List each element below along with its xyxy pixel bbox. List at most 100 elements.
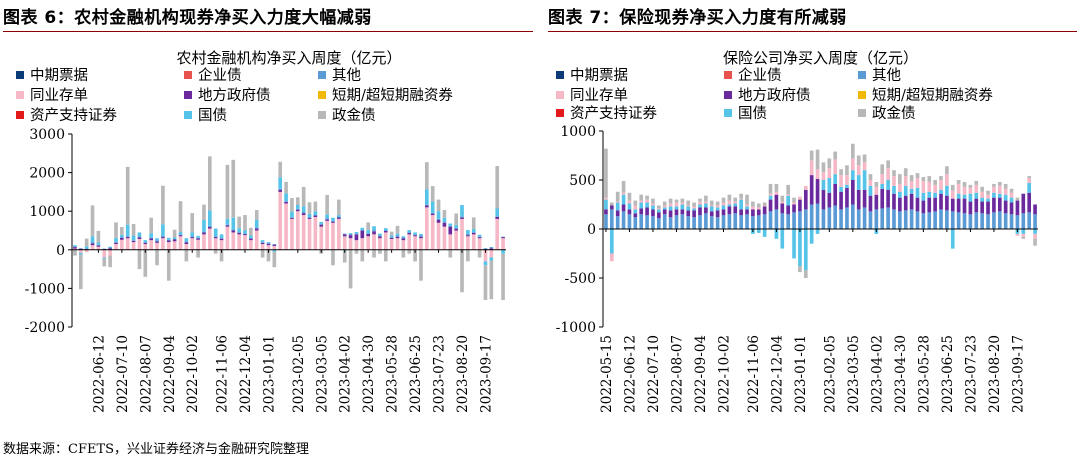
left-bar-s2-w15 xyxy=(161,235,165,238)
right-bar-s3-w46 xyxy=(874,186,879,195)
left-bar-s1-w23 xyxy=(208,227,212,229)
right-bar-s0-w51 xyxy=(903,210,908,229)
left-bar-s2-w13 xyxy=(149,237,153,239)
left-bar-s4-w69 xyxy=(477,249,482,258)
left-bar-s0-w19 xyxy=(184,244,189,250)
right-bar-s3-w56 xyxy=(933,184,937,193)
left-y-tick-label-5: 3000 xyxy=(29,127,65,143)
right-bar-s0-w17 xyxy=(704,213,708,229)
right-bar-s4-w70 xyxy=(1015,197,1020,201)
right-bar-s0-w43 xyxy=(856,209,861,229)
right-bar-s4-w38 xyxy=(827,158,832,169)
right-bar-s4-w15 xyxy=(692,202,696,207)
right-bar-s0-w19 xyxy=(715,217,720,229)
left-bar-s3-w6 xyxy=(108,246,112,248)
left-bar-s1-w53 xyxy=(383,230,388,233)
right-legend-label-0: 中期票据 xyxy=(570,67,628,84)
left-bar-s1-w44 xyxy=(331,221,335,223)
left-bar-s0-w45 xyxy=(337,218,341,250)
left-bar-s1-w50 xyxy=(366,233,370,237)
left-bar-s0-w64 xyxy=(448,234,453,250)
right-bar-s4-w1 xyxy=(609,202,614,206)
right-bar-s4-w57 xyxy=(939,176,943,180)
right-bar-s2-w16 xyxy=(698,204,702,208)
left-bar-s0-w1 xyxy=(78,249,83,253)
left-bar-s4-w47 xyxy=(348,249,353,289)
right-bar-s3-w14 xyxy=(686,205,691,207)
right-bar-s1-w44 xyxy=(862,189,867,208)
left-bar-s1-w59 xyxy=(419,236,423,239)
right-bar-s0-w23 xyxy=(739,215,743,229)
right-bar-s0-w61 xyxy=(962,213,967,229)
left-bar-s1-w65 xyxy=(454,228,458,231)
left-bar-s2-w62 xyxy=(436,218,441,220)
left-bar-s1-w51 xyxy=(372,231,376,235)
right-bar-s3-w25 xyxy=(751,206,755,210)
left-bar-s2-w14 xyxy=(155,240,159,242)
left-bar-s3-w61 xyxy=(430,201,435,214)
left-bar-s0-w70 xyxy=(483,249,488,262)
right-bar-s4-w51 xyxy=(903,168,908,177)
right-bar-s1-w67 xyxy=(997,197,1002,212)
right-bar-s3-w17 xyxy=(704,201,708,204)
right-x-tick-label-4: 2022-09-04 xyxy=(693,335,709,413)
right-legend-label-3: 同业存单 xyxy=(570,87,628,104)
right-bar-s4-w63 xyxy=(974,180,979,185)
right-bar-s3-w28 xyxy=(768,193,773,196)
right-bar-s3-w23 xyxy=(739,198,743,200)
right-bar-s1-w24 xyxy=(745,209,749,215)
left-bar-s4-w40 xyxy=(307,202,312,214)
right-bar-s2-w31 xyxy=(786,195,790,206)
left-legend-label-5: 短期/超短期融资券 xyxy=(332,87,453,104)
right-x-tick-label-13: 2023-05-28 xyxy=(916,335,932,413)
left-bar-s3-w12 xyxy=(143,240,148,243)
left-x-tick-label-1: 2022-07-10 xyxy=(115,335,131,413)
left-bar-s4-w16 xyxy=(166,249,171,281)
right-bar-s4-w16 xyxy=(698,198,702,202)
left-bar-s4-w1 xyxy=(78,254,83,290)
left-bar-s2-w70 xyxy=(483,248,488,250)
right-bar-s2-w32 xyxy=(792,229,796,259)
right-bar-s4-w68 xyxy=(1003,183,1008,189)
left-bar-s2-w37 xyxy=(290,217,294,218)
left-bar-s3-w63 xyxy=(442,217,447,222)
right-bar-s3-w59 xyxy=(950,190,955,199)
left-bar-s0-w29 xyxy=(243,235,247,250)
right-x-tick-label-9: 2023-02-05 xyxy=(822,335,838,413)
left-bar-s4-w34 xyxy=(272,251,277,268)
left-x-tick-label-16: 2023-09-17 xyxy=(478,335,494,413)
right-bar-s4-w40 xyxy=(839,169,843,176)
left-bar-s3-w42 xyxy=(319,222,324,224)
left-bar-s4-w56 xyxy=(401,249,406,258)
right-bar-s0-w48 xyxy=(886,207,890,229)
left-bar-s1-w41 xyxy=(313,215,318,217)
left-bar-s3-w25 xyxy=(219,234,224,239)
right-bar-s3-w62 xyxy=(968,187,973,194)
right-bar-s0-w42 xyxy=(851,204,855,229)
left-bar-s1-w14 xyxy=(155,241,159,243)
left-bar-s0-w27 xyxy=(231,232,236,250)
left-bar-s0-w36 xyxy=(284,203,288,250)
left-bar-s3-w37 xyxy=(290,211,294,218)
left-bar-s3-w48 xyxy=(354,232,359,234)
right-bar-s3-w60 xyxy=(956,183,961,194)
right-title-rule xyxy=(548,31,1077,32)
left-bar-s0-w18 xyxy=(178,236,183,250)
left-bar-s0-w47 xyxy=(348,238,353,250)
right-bar-s1-w41 xyxy=(845,187,849,208)
left-bar-s4-w44 xyxy=(331,249,335,266)
left-bar-s4-w30 xyxy=(249,227,253,236)
left-bar-s0-w32 xyxy=(260,244,265,250)
left-bar-s2-w2 xyxy=(84,248,89,250)
left-bar-s1-w37 xyxy=(290,217,294,219)
left-bar-s4-w33 xyxy=(266,249,271,262)
right-bar-s4-w71 xyxy=(1021,236,1026,239)
right-bar-s4-w5 xyxy=(633,200,638,206)
left-bar-s4-w36 xyxy=(284,181,288,194)
right-bar-s3-w37 xyxy=(821,172,826,180)
right-bar-s0-w60 xyxy=(956,212,961,229)
right-bar-s2-w26 xyxy=(756,229,761,233)
left-bar-s4-w49 xyxy=(360,249,365,262)
left-bar-s0-w43 xyxy=(325,220,329,250)
right-bar-s0-w11 xyxy=(668,217,673,229)
